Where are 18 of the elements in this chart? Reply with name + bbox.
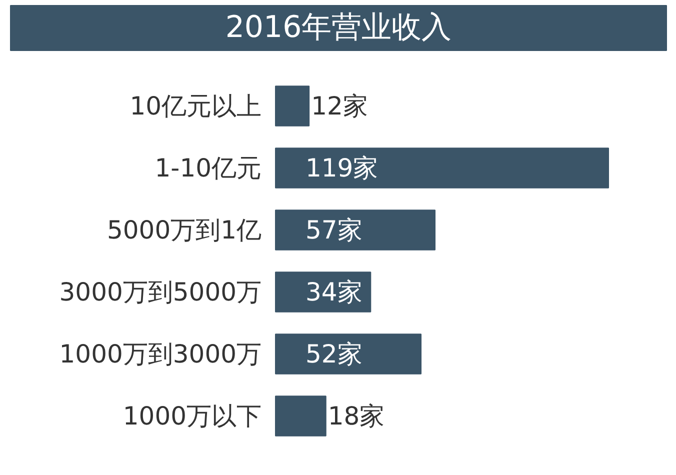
data-label: 119家 [306, 154, 378, 182]
y-tick-label: 5000万到1亿 [106, 216, 262, 244]
bar [275, 86, 310, 126]
bar [275, 210, 436, 250]
data-label: 34家 [306, 278, 362, 306]
bar [275, 148, 609, 188]
data-label: 12家 [311, 92, 368, 120]
y-tick-label: 3000万到5000万 [59, 278, 262, 306]
y-tick-label: 10亿元以上 [130, 92, 262, 120]
chart-title: 2016年营业收入 [225, 10, 452, 45]
y-tick-label: 1-10亿元 [154, 154, 262, 182]
data-label: 18家 [328, 402, 385, 430]
y-tick-label: 1000万到3000万 [59, 340, 262, 368]
bar [275, 334, 422, 374]
bar [275, 396, 326, 436]
y-tick-label: 1000万以下 [122, 402, 262, 430]
data-label: 57家 [306, 216, 362, 244]
data-label: 52家 [306, 340, 362, 368]
